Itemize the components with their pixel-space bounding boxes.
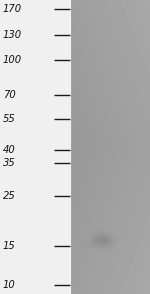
Text: 15: 15	[3, 240, 16, 250]
Text: 40: 40	[3, 145, 16, 155]
Text: 100: 100	[3, 56, 22, 66]
Text: 170: 170	[3, 4, 22, 14]
Text: 130: 130	[3, 30, 22, 40]
Text: 25: 25	[3, 191, 16, 201]
Text: 55: 55	[3, 114, 16, 124]
Bar	[0, 0, 70, 294]
Text: 10: 10	[3, 280, 16, 290]
Text: 70: 70	[3, 90, 16, 100]
Text: 35: 35	[3, 158, 16, 168]
